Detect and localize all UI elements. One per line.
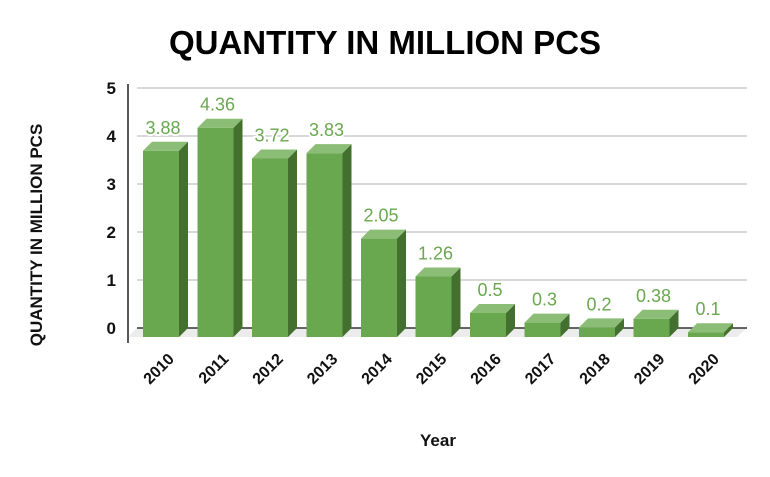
- bar-side: [233, 118, 243, 337]
- data-label: 1.26: [418, 244, 453, 264]
- bar-front: [197, 127, 234, 337]
- data-label: 4.36: [200, 95, 235, 115]
- x-tick-label: 2019: [631, 351, 668, 388]
- bar-side: [288, 149, 297, 337]
- x-tick-label: 2013: [304, 351, 341, 388]
- data-label: 0.2: [586, 294, 611, 314]
- bar-front: [688, 332, 724, 337]
- bar-front: [306, 153, 343, 337]
- y-tick-label: 3: [107, 175, 116, 194]
- x-tick-label: 2011: [196, 351, 233, 388]
- bar-top: [143, 141, 188, 151]
- x-tick-label: 2020: [686, 351, 723, 388]
- bar-front: [361, 238, 397, 337]
- data-label: 3.88: [145, 118, 180, 138]
- bar-2016: [470, 304, 515, 337]
- bar-2017: [524, 313, 570, 337]
- bar-front: [633, 318, 670, 337]
- x-tick-label: 2014: [359, 351, 396, 388]
- bar-top: [524, 313, 570, 323]
- bar-2020: [688, 323, 733, 337]
- bar-top: [252, 149, 297, 159]
- data-label: 3.72: [254, 125, 289, 145]
- x-tick-label: 2015: [413, 351, 450, 388]
- bar-top: [197, 118, 243, 128]
- bar-top: [470, 304, 515, 313]
- bar-top: [306, 144, 352, 154]
- bar-front: [415, 276, 452, 337]
- data-label: 0.1: [695, 299, 720, 319]
- bar-2011: [197, 118, 243, 337]
- bar-side: [397, 229, 406, 337]
- bar-side: [506, 304, 515, 337]
- x-tick-label: 2016: [468, 351, 505, 388]
- bar-2019: [633, 309, 679, 337]
- bar-front: [579, 327, 615, 337]
- bar-front: [143, 150, 179, 337]
- bar-side: [615, 318, 624, 337]
- bar-2012: [252, 149, 297, 337]
- y-tick-label: 4: [107, 127, 117, 146]
- bar-top: [361, 229, 406, 239]
- bar-2014: [361, 229, 406, 337]
- bar-side: [342, 144, 352, 337]
- data-label: 0.5: [477, 280, 502, 300]
- data-label: 2.05: [363, 206, 398, 226]
- y-tick-label: 0: [107, 319, 116, 338]
- bar-side: [560, 313, 570, 337]
- y-tick-label: 1: [107, 271, 116, 290]
- bar-2018: [579, 318, 624, 337]
- bar-side: [179, 141, 188, 337]
- bar-front: [524, 322, 561, 337]
- chart-title: QUANTITY IN MILLION PCS: [169, 24, 601, 61]
- bar-front: [470, 313, 506, 337]
- bar-2010: [143, 141, 188, 337]
- x-tick-label: 2010: [141, 351, 178, 388]
- bar-front: [252, 158, 288, 337]
- x-tick-label: 2018: [577, 351, 614, 388]
- y-tick-label: 5: [107, 79, 116, 98]
- data-label: 0.38: [636, 286, 671, 306]
- bar-top: [579, 318, 624, 328]
- bar-side: [724, 323, 733, 337]
- y-axis-title: QUANTITY IN MILLION PCS: [27, 124, 46, 347]
- bar-2015: [415, 267, 461, 337]
- bar-side: [669, 309, 679, 337]
- bar-top: [688, 323, 733, 333]
- y-tick-label: 2: [107, 223, 116, 242]
- bar-top: [415, 267, 461, 277]
- x-tick-label: 2012: [250, 351, 287, 388]
- data-label: 0.3: [532, 290, 557, 310]
- bar-top: [633, 309, 679, 319]
- x-tick-label: 2017: [522, 351, 559, 388]
- bar-2013: [306, 144, 352, 337]
- x-axis-title: Year: [420, 431, 456, 450]
- bar-side: [451, 267, 461, 337]
- data-label: 3.83: [309, 120, 344, 140]
